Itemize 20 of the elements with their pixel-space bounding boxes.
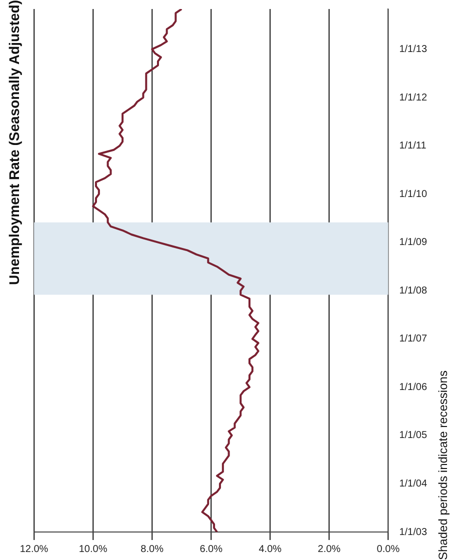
y-tick-label: 1/1/07	[399, 334, 428, 345]
text: Shaded periods indicate recessions	[436, 370, 451, 560]
x-tick-label: 12.0%	[20, 544, 48, 555]
x-tick-label: 4.0%	[258, 544, 282, 555]
y-tick-label: 1/1/13	[399, 44, 428, 55]
x-tick-label: 6.0%	[200, 544, 223, 555]
y-tick-label: 1/1/12	[399, 92, 428, 104]
text: Unemployment Rate (Seasonally Adjusted)	[6, 0, 22, 285]
y-tick-label: 1/1/05	[399, 430, 428, 442]
y-tick-label: 1/1/03	[399, 526, 428, 538]
y-tick-label: 1/1/06	[399, 382, 428, 393]
y-tick-label: 1/1/04	[399, 478, 428, 490]
y-tick-label: 1/1/10	[399, 188, 428, 200]
x-tick-label: 8.0%	[140, 544, 164, 555]
x-tick-label: 2.0%	[318, 544, 341, 555]
y-tick-label: 1/1/08	[399, 285, 428, 296]
y-tick-label: 1/1/09	[399, 237, 428, 248]
y-tick-label: 1/1/11	[399, 140, 427, 152]
x-tick-label: 10.0%	[78, 544, 108, 555]
x-tick-label: 0.0%	[376, 544, 400, 555]
